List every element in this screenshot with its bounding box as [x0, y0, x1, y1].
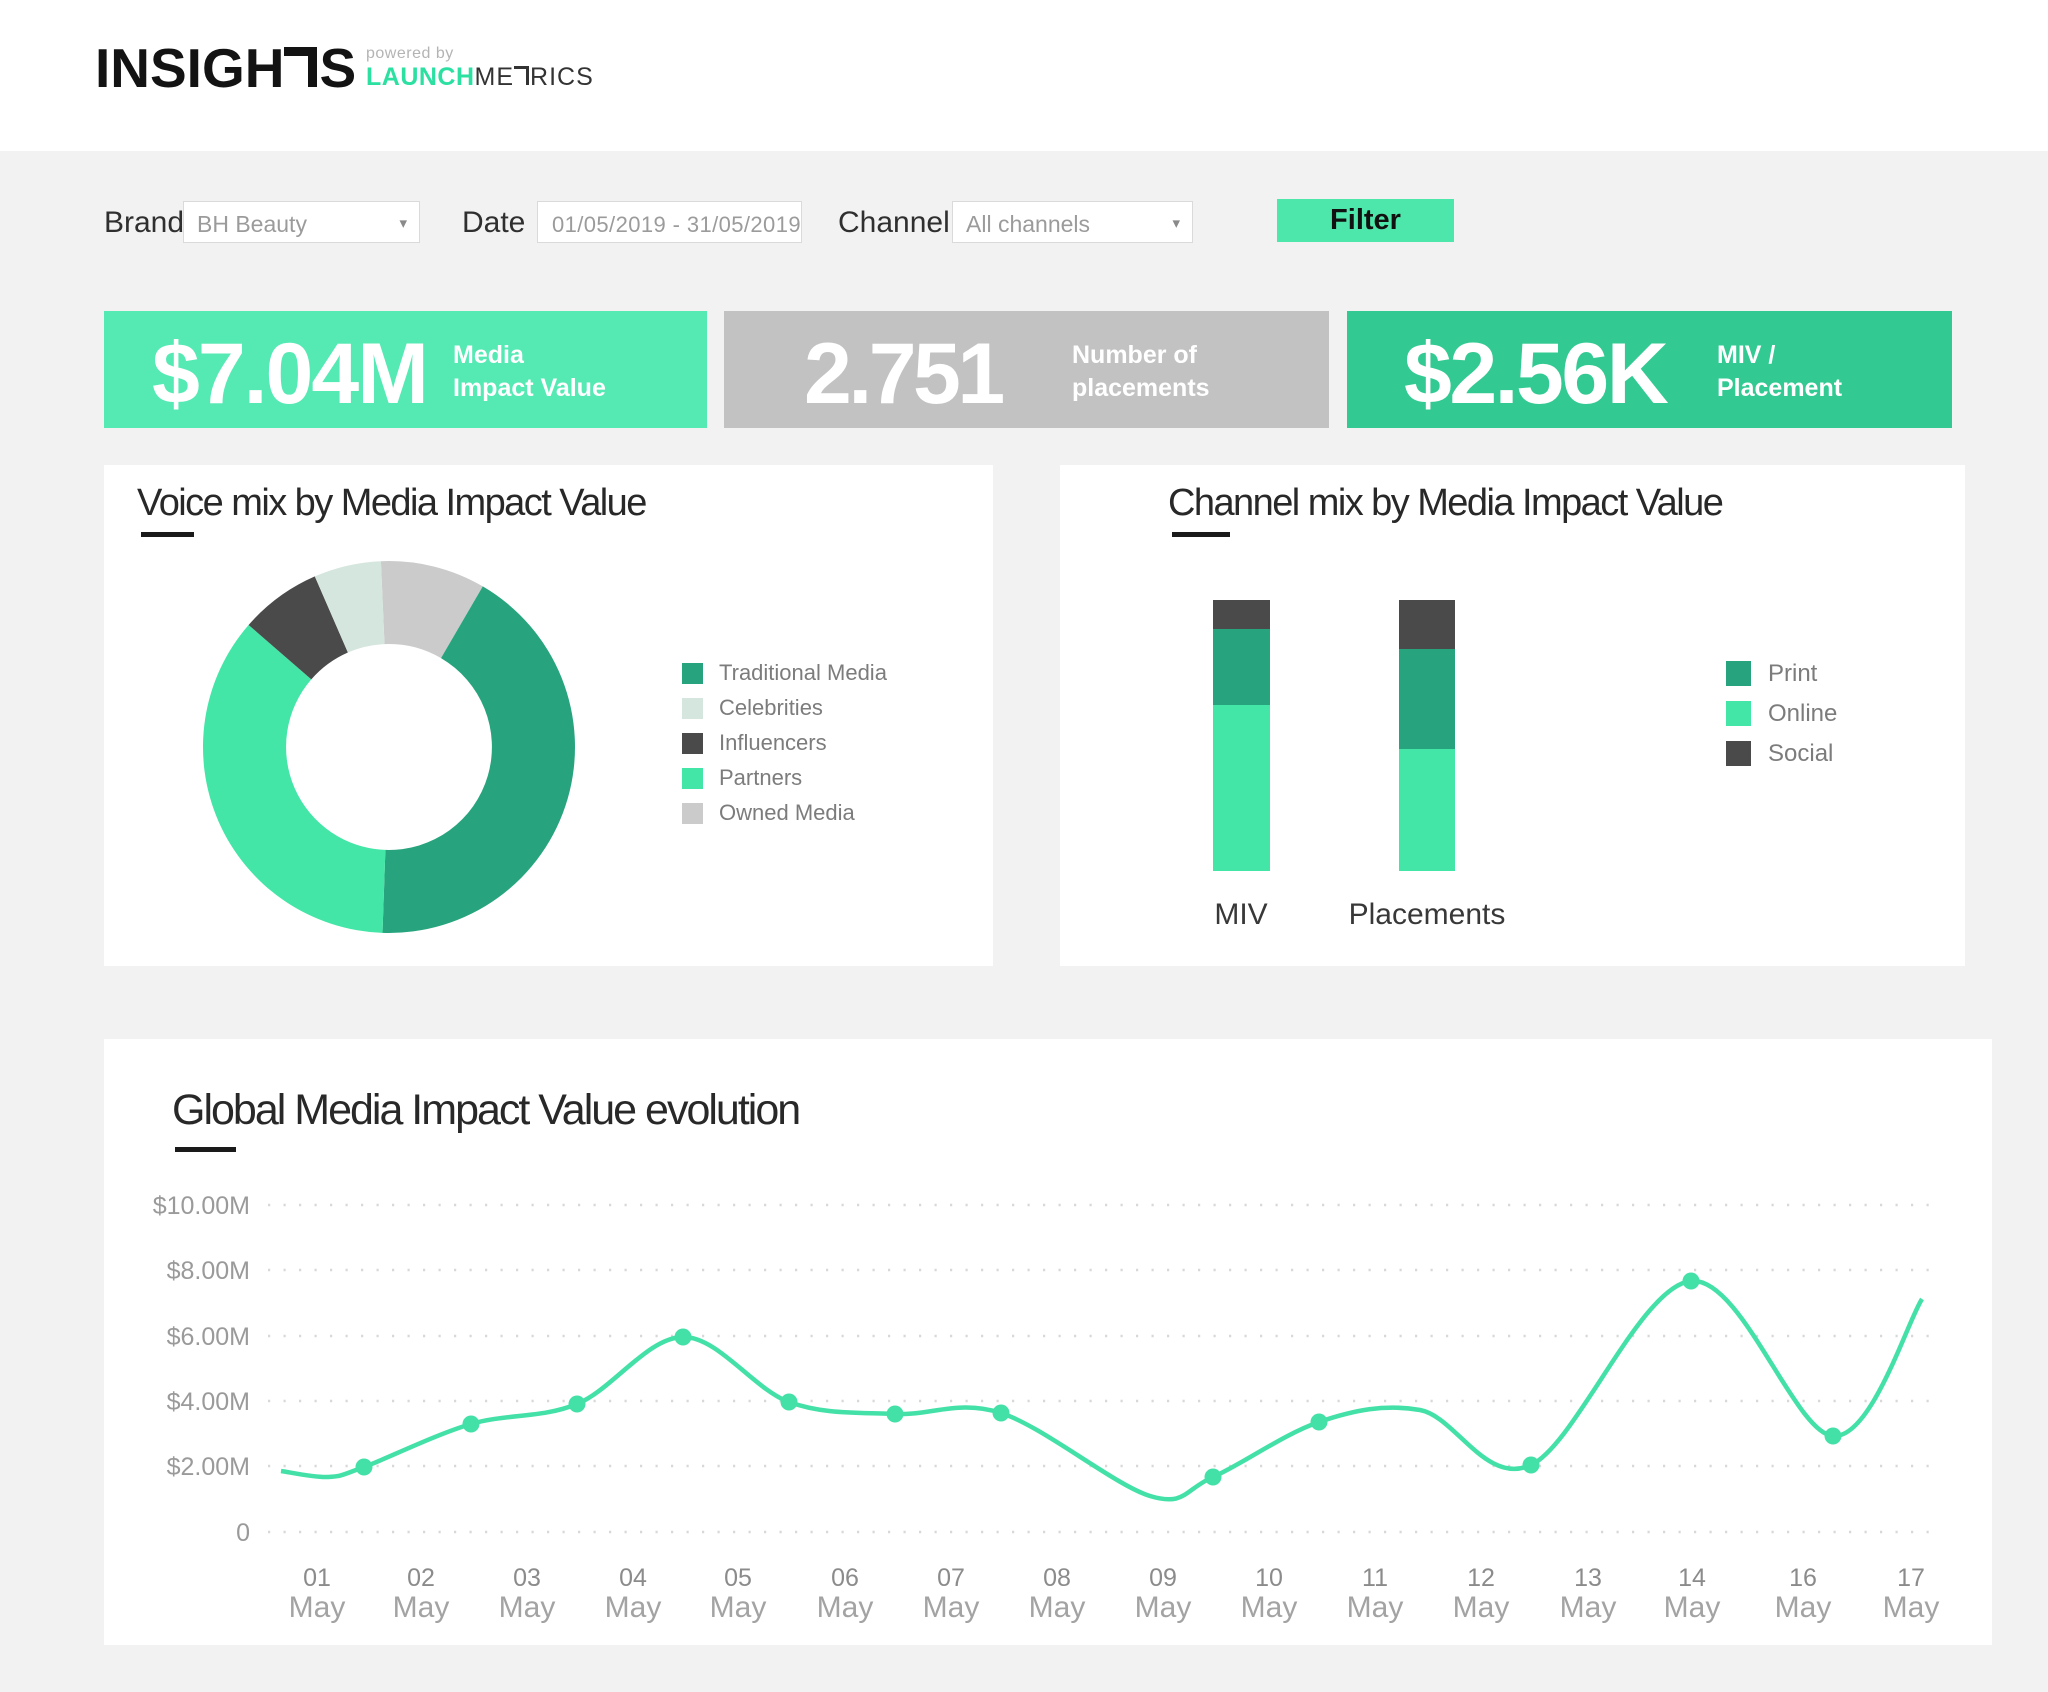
svg-text:11: 11: [1362, 1564, 1388, 1592]
svg-text:$6.00M: $6.00M: [167, 1323, 250, 1351]
svg-text:May: May: [923, 1591, 980, 1624]
svg-text:04: 04: [619, 1564, 647, 1592]
svg-text:06: 06: [831, 1564, 859, 1592]
svg-text:09: 09: [1149, 1564, 1177, 1592]
svg-text:13: 13: [1574, 1564, 1602, 1592]
svg-text:$8.00M: $8.00M: [167, 1257, 250, 1285]
svg-text:May: May: [817, 1591, 874, 1624]
svg-text:0: 0: [236, 1519, 250, 1547]
svg-text:$2.00M: $2.00M: [167, 1453, 250, 1481]
svg-text:14: 14: [1678, 1564, 1706, 1592]
svg-text:02: 02: [407, 1564, 435, 1592]
svg-text:$10.00M: $10.00M: [153, 1192, 250, 1220]
svg-text:16: 16: [1789, 1564, 1817, 1592]
svg-text:07: 07: [937, 1564, 965, 1592]
svg-text:May: May: [1241, 1591, 1298, 1624]
svg-text:12: 12: [1467, 1564, 1495, 1592]
svg-text:May: May: [1453, 1591, 1510, 1624]
svg-text:05: 05: [724, 1564, 752, 1592]
svg-text:May: May: [393, 1591, 450, 1624]
svg-text:May: May: [605, 1591, 662, 1624]
svg-text:May: May: [499, 1591, 556, 1624]
svg-text:May: May: [1135, 1591, 1192, 1624]
svg-text:May: May: [1775, 1591, 1832, 1624]
svg-text:May: May: [1883, 1591, 1940, 1624]
svg-text:May: May: [1347, 1591, 1404, 1624]
svg-text:10: 10: [1255, 1564, 1283, 1592]
svg-text:May: May: [1029, 1591, 1086, 1624]
svg-text:08: 08: [1043, 1564, 1071, 1592]
svg-text:May: May: [710, 1591, 767, 1624]
svg-text:May: May: [1664, 1591, 1721, 1624]
svg-text:01: 01: [303, 1564, 331, 1592]
svg-text:$4.00M: $4.00M: [167, 1388, 250, 1416]
svg-text:03: 03: [513, 1564, 541, 1592]
svg-text:17: 17: [1897, 1564, 1925, 1592]
svg-text:May: May: [1560, 1591, 1617, 1624]
svg-text:May: May: [289, 1591, 346, 1624]
